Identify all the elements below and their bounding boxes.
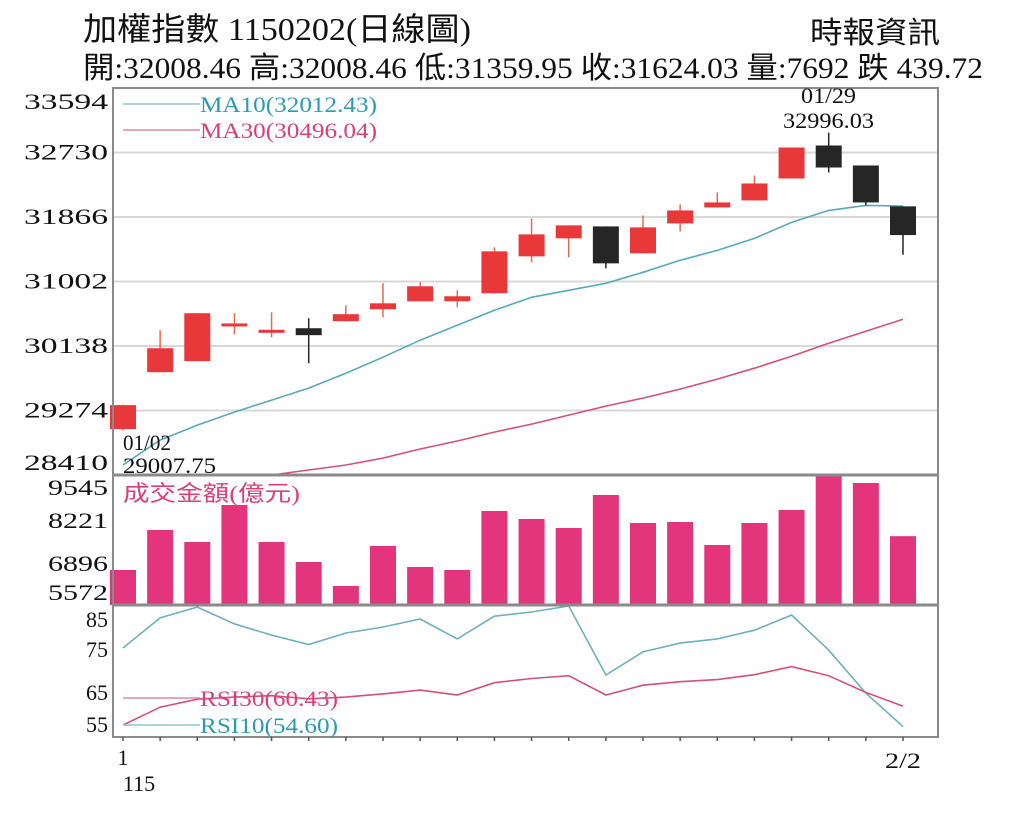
rsi10-line [122,605,904,728]
chart-title: 加權指數 1150202(日線圖) [83,11,471,47]
candle-up [407,286,434,302]
volume-bar [704,544,731,605]
volume-bar [295,562,322,605]
ma30-legend: MA30(30496.04) [200,118,377,143]
candle-up [704,202,731,208]
x-year-label: 115 [123,771,155,796]
volume-bar [332,586,359,605]
price-tick-label: 33594 [24,89,108,114]
volume-tick-label: 6896 [48,551,108,576]
source-label: 時報資訊 [810,17,940,50]
x-end-label: 2/2 [885,748,921,773]
price-tick-label: 30138 [24,333,108,358]
candle-up [481,251,508,294]
volume-bar [221,504,248,605]
volume-bar [481,511,508,605]
rsi-lines [122,605,904,728]
candle-up [630,227,656,254]
price-tick-label: 29274 [24,398,108,423]
candle-up [258,329,285,333]
rsi30-legend: RSI30(60.43) [200,686,338,711]
rsi-tick-label: 65 [86,680,108,705]
volume-bar [444,569,471,605]
moving-average-lines [122,204,904,476]
high-annotation-date: 01/29 [801,83,856,108]
low-annotation-date: 01/02 [123,430,171,455]
volume-bar [667,522,694,605]
x-axis-ticks [122,737,904,741]
candle-up [741,183,768,201]
candle-up [518,234,545,257]
price-tick-label: 31866 [24,204,108,229]
candle-up [778,147,805,179]
rsi-tick-label: 85 [86,607,108,632]
volume-bars [110,476,916,605]
ma10-line [122,204,904,466]
volume-bar [630,522,656,605]
rsi10-legend: RSI10(54.60) [200,713,338,738]
volume-bar [110,569,136,605]
candle-up [444,296,471,302]
price-tick-label: 32730 [24,140,108,165]
candle-down [890,206,916,236]
high-annotation-value: 32996.03 [783,108,874,133]
price-grid [113,151,938,412]
ohlc-summary: 開:32008.46 高:32008.46 低:31359.95 收:31624… [83,52,983,85]
x-start-label: 1 [118,745,129,770]
volume-tick-label: 9545 [48,475,108,500]
candle-up [110,405,136,430]
rsi-axis: 85 75 65 55 [86,607,108,737]
volume-bar [258,542,285,605]
candle-down [815,145,842,168]
volume-bar [852,482,879,605]
volume-bar [890,536,916,605]
candle-down [852,165,879,203]
volume-bar [815,476,842,605]
plot-frame [112,87,939,738]
rsi-tick-label: 55 [86,712,108,737]
candle-up [221,323,248,327]
candle-up [667,210,694,224]
rsi30-line [122,665,904,726]
candle-up [147,348,174,373]
ma10-legend: MA10(32012.43) [200,92,377,117]
price-tick-label: 31002 [24,269,108,294]
candle-up [370,303,396,310]
candlesticks [110,132,916,431]
volume-bar [370,546,396,605]
volume-bar [184,542,211,605]
candle-up [184,313,211,362]
candle-down [295,328,322,336]
volume-bar [518,518,545,605]
candle-up [555,225,582,239]
price-tick-label: 28410 [24,450,108,475]
volume-tick-label: 8221 [48,508,108,533]
rsi-tick-label: 75 [86,637,108,662]
low-annotation-value: 29007.75 [123,453,216,478]
volume-bar [555,528,582,605]
volume-axis: 9545 8221 6896 5572 [48,475,108,605]
volume-bar [592,494,619,605]
volume-tick-label: 5572 [48,580,108,605]
ma30-line [271,318,904,476]
candle-up [332,314,359,322]
price-axis: 33594 32730 31866 31002 30138 29274 28410 [24,89,108,475]
volume-bar [147,529,174,605]
candle-down [592,226,619,264]
volume-bar [407,567,434,605]
volume-title: 成交金額(億元) [123,481,300,506]
volume-bar [778,509,805,605]
volume-bar [741,522,768,605]
